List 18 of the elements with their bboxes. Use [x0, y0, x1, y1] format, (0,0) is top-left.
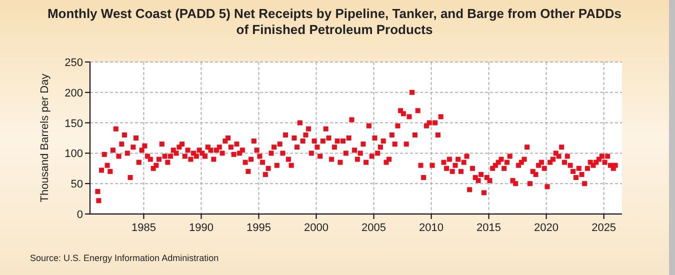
- y-tick-label: 150: [64, 118, 83, 130]
- y-tick-label: 100: [64, 148, 83, 160]
- y-tick-label: 50: [70, 178, 83, 191]
- x-tick-label: 2010: [419, 222, 444, 234]
- x-tick-label: 1990: [188, 222, 214, 234]
- x-tick-label: 1995: [246, 222, 271, 234]
- x-tick-label: 1985: [131, 222, 156, 234]
- source-note: Source: U.S. Energy Information Administration: [30, 253, 219, 263]
- x-tick-label: 2000: [304, 222, 328, 234]
- y-tick-label: 200: [64, 87, 83, 100]
- chart-title: Monthly West Coast (PADD 5) Net Receipts by Pipeline, Tanker, and Barge from Other PADDs of Finished Petroleum Products: [47, 6, 622, 37]
- y-tick-label: 0: [76, 209, 83, 221]
- x-tick-label: 2015: [476, 222, 502, 234]
- x-tick-label: 2020: [534, 222, 559, 234]
- x-tick-label: 2025: [592, 222, 616, 234]
- x-tick-label: 2005: [362, 222, 386, 234]
- y-axis-title: Thousand Barrels per Day: [39, 73, 51, 202]
- y-tick-label: 250: [64, 57, 83, 69]
